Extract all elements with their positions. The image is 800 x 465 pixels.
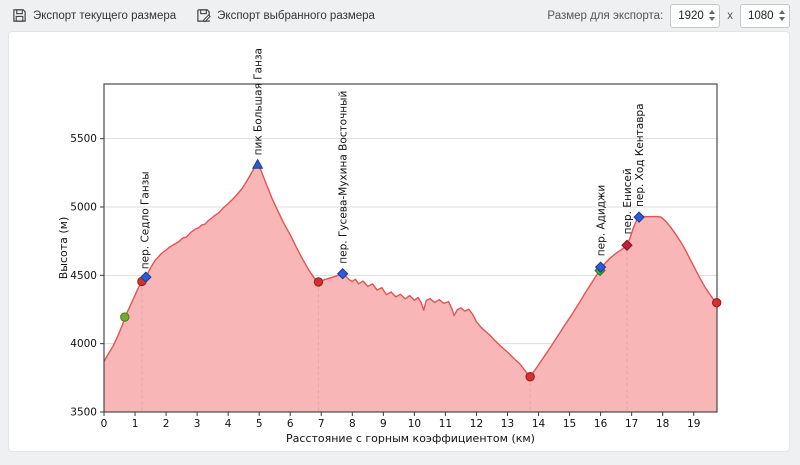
annotation-label: пер. Ход Кентавра	[634, 104, 646, 208]
save-icon	[12, 8, 27, 23]
y-tick-label: 4500	[70, 270, 97, 282]
export-width-spinbox[interactable]: 1920	[670, 3, 721, 28]
y-tick-label: 3500	[70, 407, 97, 419]
x-tick-label: 10	[408, 418, 421, 430]
size-separator: x	[727, 9, 733, 22]
export-current-size-button[interactable]: Экспорт текущего размера	[4, 4, 184, 27]
x-tick-label: 1	[132, 418, 139, 430]
pass-point-icon	[313, 277, 324, 287]
chart-panel: 0 1 2 3 4 5 6 7 8 9 10 11 12 13 14 15 16 17 18 19 3500 4000 45…	[8, 31, 790, 452]
x-tick-label: 11	[439, 418, 452, 430]
export-selected-size-button[interactable]: Экспорт выбранного размера	[188, 4, 383, 27]
pass-marker-icon	[140, 271, 152, 283]
chevron-up-icon[interactable]	[709, 10, 716, 14]
peak-marker-icon	[251, 158, 264, 169]
x-tick-label: 2	[163, 418, 170, 430]
y-tick-label: 4000	[70, 338, 97, 350]
x-tick-label: 17	[625, 418, 638, 430]
annotation-label: пер. Енисей	[622, 168, 634, 234]
elevation-profile-chart: 0 1 2 3 4 5 6 7 8 9 10 11 12 13 14 15 16 17 18 193500400045…	[57, 48, 722, 445]
valley-point-icon	[525, 372, 535, 382]
x-tick-label: 7	[318, 418, 325, 430]
export-size-label: Размер для экспорта:	[547, 9, 664, 22]
save-as-icon	[196, 8, 211, 23]
y-axis-title: Высота (м)	[57, 217, 70, 280]
x-tick-label: 0	[101, 418, 108, 430]
x-tick-label: 16	[594, 418, 608, 430]
x-tick-label: 15	[563, 418, 576, 430]
pass-marker-red-icon	[621, 239, 633, 251]
elevation-line	[103, 163, 718, 378]
x-tick-label: 9	[380, 418, 387, 430]
x-tick-label: 19	[687, 418, 700, 430]
waypoint-green-circle-icon	[120, 312, 130, 322]
annotation-label: пер. Адиджи	[596, 185, 608, 256]
x-tick-label: 13	[501, 418, 514, 430]
route-end-point-icon	[711, 297, 722, 308]
y-tick-label: 5500	[70, 133, 97, 145]
x-tick-label: 18	[656, 418, 669, 430]
pass-marker-icon	[336, 267, 349, 280]
export-height-value[interactable]: 1080	[748, 9, 774, 22]
elevation-area	[104, 164, 717, 412]
chevron-down-icon[interactable]	[709, 17, 716, 21]
toolbar: Экспорт текущего размера Экспорт выбранн…	[0, 0, 800, 31]
x-axis-title: Расстояние с горным коэффициентом (км)	[286, 432, 535, 445]
pass-marker-icon	[594, 261, 607, 273]
chevron-down-icon[interactable]	[779, 17, 785, 21]
x-tick-label: 5	[256, 418, 263, 430]
chevron-up-icon[interactable]	[779, 10, 785, 14]
export-current-size-label: Экспорт текущего размера	[33, 9, 177, 22]
x-tick-label: 8	[349, 418, 356, 430]
export-height-spinbox[interactable]: 1080	[740, 3, 790, 28]
pass-marker-icon	[633, 211, 645, 223]
x-tick-label: 14	[532, 418, 546, 430]
x-tick-label: 12	[470, 418, 483, 430]
x-tick-label: 3	[194, 418, 201, 430]
plot-border	[103, 83, 718, 413]
y-tick-label: 5000	[70, 202, 97, 214]
export-selected-size-label: Экспорт выбранного размера	[217, 9, 375, 22]
annotation-label: пер. Седло Ганзы	[139, 171, 151, 269]
export-width-value[interactable]: 1920	[678, 9, 704, 22]
annotation-label: пик Большая Ганза	[253, 48, 265, 155]
x-tick-label: 4	[225, 418, 232, 430]
annotation-label: пер. Гусева-Мухина Восточный	[338, 91, 350, 264]
x-tick-label: 6	[287, 418, 294, 430]
